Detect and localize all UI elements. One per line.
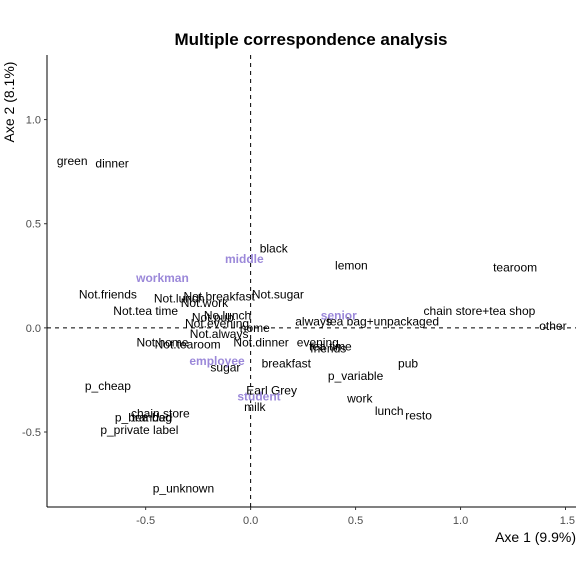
category-label: dinner <box>95 156 128 170</box>
y-axis-title: Axe 2 (8.1%) <box>1 62 17 143</box>
category-label: resto <box>405 408 432 422</box>
x-tick-label: -0.5 <box>136 515 155 527</box>
category-label: Not.pub <box>192 310 234 324</box>
axes <box>46 55 576 508</box>
supplementary-label: employee <box>189 354 245 368</box>
category-label: Not.work <box>181 296 229 310</box>
category-label: pub <box>398 356 418 370</box>
category-label: Not.home <box>136 335 188 349</box>
category-label: milk <box>244 400 266 414</box>
category-label: chain store+tea shop <box>424 304 536 318</box>
x-tick-label: 0.0 <box>243 515 258 527</box>
category-label: Not.breakfast <box>183 290 255 304</box>
category-label: Not.dinner <box>233 335 288 349</box>
category-label: evening <box>297 335 339 349</box>
category-label: tearoom <box>493 260 537 274</box>
category-label: Not.sugar <box>252 288 304 302</box>
category-label: p_unknown <box>153 481 214 495</box>
category-label: Earl Grey <box>246 383 297 397</box>
supplementary-labels: workman middle senior employee student <box>135 252 357 403</box>
reference-lines <box>47 55 576 507</box>
category-label: breakfast <box>262 356 312 370</box>
supplementary-label: senior <box>321 308 357 322</box>
category-label: sugar <box>210 360 240 374</box>
category-label: p_branded <box>115 410 172 424</box>
category-label: friends <box>310 342 346 356</box>
category-label: Not.evening <box>185 317 249 331</box>
category-label: Not.tea time <box>113 304 178 318</box>
ticks: -0.5 0.0 0.5 1.0 1.5 -0.5 0.0 0.5 1.0 <box>22 115 575 527</box>
category-label: Not.lunch <box>154 292 205 306</box>
category-label: Not.tearoom <box>155 338 221 352</box>
category-label: home <box>240 321 270 335</box>
supplementary-label: middle <box>225 252 264 266</box>
category-label: black <box>260 242 289 256</box>
category-label: tea bag+unpackaged <box>327 315 439 329</box>
category-label: always <box>295 315 332 329</box>
category-label: Not.always <box>190 327 249 341</box>
x-tick-label: 1.5 <box>560 515 575 527</box>
category-label: lemon <box>335 258 368 272</box>
category-label: p_variable <box>328 369 384 383</box>
category-label: tea time <box>309 340 352 354</box>
y-tick-label: 0.5 <box>26 219 41 231</box>
category-label: work <box>346 392 373 406</box>
category-label: tea bag <box>132 410 172 424</box>
category-label: Not.friends <box>79 288 137 302</box>
category-label: p_cheap <box>85 379 131 393</box>
point-labels: green dinner black lemon tearoom Not.friends N… <box>57 154 567 495</box>
y-tick-label: -0.5 <box>22 427 41 439</box>
supplementary-label: workman <box>135 271 189 285</box>
category-label: lunch <box>375 404 404 418</box>
supplementary-label: student <box>237 390 280 404</box>
x-tick-label: 0.5 <box>348 515 363 527</box>
x-tick-label: 1.0 <box>453 515 468 527</box>
y-tick-label: 0.0 <box>26 323 41 335</box>
category-label: No.lunch <box>204 308 251 322</box>
y-tick-label: 1.0 <box>26 115 41 127</box>
category-label: chain store <box>131 406 190 420</box>
category-label: p_private label <box>100 423 178 437</box>
category-label: green <box>57 154 88 168</box>
category-label: other <box>539 319 566 333</box>
x-axis-title: Axe 1 (9.9%) <box>495 529 576 545</box>
chart-title: Multiple correspondence analysis <box>174 30 447 49</box>
